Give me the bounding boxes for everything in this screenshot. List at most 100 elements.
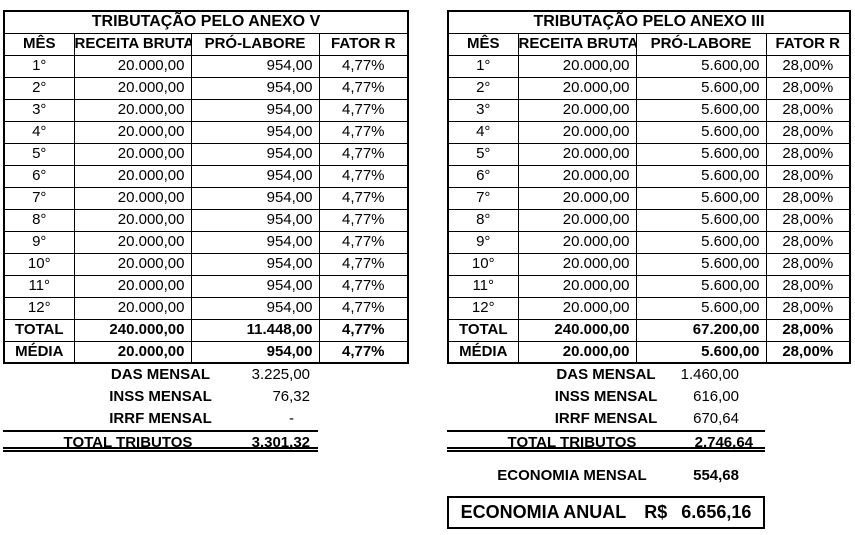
cell-receita-bruta: 240.000,00	[517, 318, 637, 342]
month-row: 12° 20.000,00 954,00 4,77%	[3, 296, 409, 320]
cell-pro-labore: 5.600,00	[635, 208, 767, 232]
cell-fator-r: 4,77%	[318, 120, 409, 144]
cell-pro-labore: 5.600,00	[635, 54, 767, 78]
total-tributos-value: 3.301,32	[251, 434, 310, 451]
cell-pro-labore: 11.448,00	[190, 318, 320, 342]
month-row: 4° 20.000,00 5.600,00 28,00%	[447, 120, 851, 144]
economia-mensal-row: ECONOMIA MENSAL 554,68	[447, 465, 765, 487]
month-row: 5° 20.000,00 5.600,00 28,00%	[447, 142, 851, 166]
cell-mes: 8°	[3, 208, 75, 232]
irrf-mensal-row: IRRF MENSAL 670,64	[447, 408, 765, 430]
cell-fator-r: 28,00%	[765, 164, 851, 188]
cell-fator-r: 4,77%	[318, 274, 409, 298]
column-header-pro-labore: PRÓ-LABORE	[190, 32, 320, 56]
cell-mes: 11°	[3, 274, 75, 298]
cell-receita-bruta: 20.000,00	[517, 98, 637, 122]
inss-mensal-row: INSS MENSAL 76,32	[3, 386, 318, 408]
cell-receita-bruta: 20.000,00	[517, 76, 637, 100]
inss-mensal-label: INSS MENSAL	[109, 388, 212, 405]
inss-mensal-row: INSS MENSAL 616,00	[447, 386, 765, 408]
cell-pro-labore: 67.200,00	[635, 318, 767, 342]
cell-fator-r: 4,77%	[318, 318, 409, 342]
das-mensal-label: DAS MENSAL	[110, 366, 211, 383]
cell-receita-bruta: 20.000,00	[73, 54, 192, 78]
cell-pro-labore: 954,00	[190, 340, 320, 364]
cell-fator-r: 28,00%	[765, 230, 851, 254]
cell-fator-r: 28,00%	[765, 142, 851, 166]
cell-fator-r: 4,77%	[318, 230, 409, 254]
cell-pro-labore: 954,00	[190, 76, 320, 100]
anexo-iii-section: TRIBUTAÇÃO PELO ANEXO III MÊS RECEITA BRUT…	[447, 10, 851, 529]
cell-fator-r: 4,77%	[318, 186, 409, 210]
cell-pro-labore: 954,00	[190, 274, 320, 298]
cell-mes: 5°	[447, 142, 519, 166]
cell-fator-r: 28,00%	[765, 54, 851, 78]
das-mensal-row: DAS MENSAL 1.460,00	[447, 364, 765, 386]
month-row: 9° 20.000,00 5.600,00 28,00%	[447, 230, 851, 254]
cell-receita-bruta: 20.000,00	[73, 164, 192, 188]
irrf-mensal-label: IRRF MENSAL	[554, 410, 658, 427]
month-row: 8° 20.000,00 954,00 4,77%	[3, 208, 409, 232]
cell-fator-r: 28,00%	[765, 296, 851, 320]
cell-receita-bruta: 20.000,00	[73, 252, 192, 276]
cell-fator-r: 4,77%	[318, 142, 409, 166]
media-row: MÉDIA 20.000,00 954,00 4,77%	[3, 340, 409, 364]
cell-pro-labore: 954,00	[190, 54, 320, 78]
cell-mes: 1°	[3, 54, 75, 78]
cell-mes: 12°	[447, 296, 519, 320]
media-row: MÉDIA 20.000,00 5.600,00 28,00%	[447, 340, 851, 364]
cell-receita-bruta: 20.000,00	[517, 120, 637, 144]
month-row: 3° 20.000,00 954,00 4,77%	[3, 98, 409, 122]
cell-receita-bruta: 20.000,00	[517, 296, 637, 320]
cell-fator-r: 28,00%	[765, 120, 851, 144]
cell-mes: MÉDIA	[3, 340, 75, 364]
cell-pro-labore: 5.600,00	[635, 164, 767, 188]
cell-pro-labore: 5.600,00	[635, 296, 767, 320]
cell-pro-labore: 5.600,00	[635, 76, 767, 100]
anexo-iii-table: TRIBUTAÇÃO PELO ANEXO III MÊS RECEITA BRUT…	[447, 10, 851, 364]
cell-mes: 7°	[3, 186, 75, 210]
cell-receita-bruta: 20.000,00	[517, 340, 637, 364]
cell-mes: 2°	[447, 76, 519, 100]
cell-mes: 10°	[447, 252, 519, 276]
cell-pro-labore: 5.600,00	[635, 340, 767, 364]
cell-mes: TOTAL	[447, 318, 519, 342]
cell-mes: 6°	[447, 164, 519, 188]
column-header-receita-bruta: RECEITA BRUTA	[73, 32, 192, 56]
month-row: 6° 20.000,00 954,00 4,77%	[3, 164, 409, 188]
cell-pro-labore: 954,00	[190, 186, 320, 210]
month-row: 1° 20.000,00 5.600,00 28,00%	[447, 54, 851, 78]
economia-anual-value: 6.656,16	[681, 502, 752, 522]
irrf-mensal-value: 670,64	[693, 410, 739, 427]
cell-mes: 10°	[3, 252, 75, 276]
cell-receita-bruta: 20.000,00	[517, 230, 637, 254]
irrf-mensal-row: IRRF MENSAL -	[3, 408, 318, 430]
cell-receita-bruta: 20.000,00	[73, 296, 192, 320]
month-row: 8° 20.000,00 5.600,00 28,00%	[447, 208, 851, 232]
month-row: 2° 20.000,00 954,00 4,77%	[3, 76, 409, 100]
cell-mes: 8°	[447, 208, 519, 232]
cell-pro-labore: 5.600,00	[635, 274, 767, 298]
cell-mes: 4°	[447, 120, 519, 144]
cell-mes: 6°	[3, 164, 75, 188]
column-header-pro-labore: PRÓ-LABORE	[635, 32, 767, 56]
cell-receita-bruta: 240.000,00	[73, 318, 192, 342]
column-header-mes: MÊS	[3, 32, 75, 56]
month-row: 7° 20.000,00 5.600,00 28,00%	[447, 186, 851, 210]
economia-anual-currency: R$	[644, 502, 668, 522]
month-row: 6° 20.000,00 5.600,00 28,00%	[447, 164, 851, 188]
das-mensal-row: DAS MENSAL 3.225,00	[3, 364, 318, 386]
cell-receita-bruta: 20.000,00	[73, 98, 192, 122]
cell-receita-bruta: 20.000,00	[73, 274, 192, 298]
total-row: TOTAL 240.000,00 67.200,00 28,00%	[447, 318, 851, 342]
month-row: 2° 20.000,00 5.600,00 28,00%	[447, 76, 851, 100]
cell-mes: 9°	[3, 230, 75, 254]
cell-fator-r: 28,00%	[765, 340, 851, 364]
month-row: 11° 20.000,00 954,00 4,77%	[3, 274, 409, 298]
cell-fator-r: 28,00%	[765, 98, 851, 122]
cell-pro-labore: 954,00	[190, 230, 320, 254]
cell-fator-r: 4,77%	[318, 164, 409, 188]
cell-fator-r: 28,00%	[765, 252, 851, 276]
cell-receita-bruta: 20.000,00	[517, 274, 637, 298]
economia-mensal-label: ECONOMIA MENSAL	[497, 467, 647, 484]
